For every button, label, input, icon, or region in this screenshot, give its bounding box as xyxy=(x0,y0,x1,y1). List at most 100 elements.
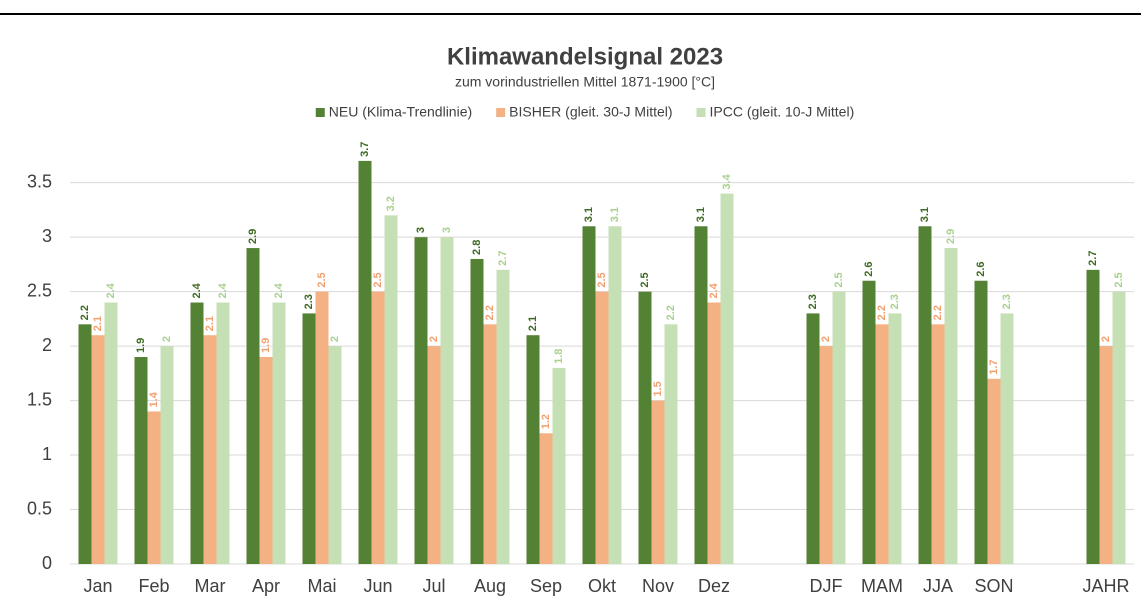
x-tick-label: Nov xyxy=(642,576,674,596)
data-label: 2.4 xyxy=(708,282,720,298)
x-tick-label: Sep xyxy=(530,576,562,596)
bar xyxy=(862,280,876,564)
bar xyxy=(384,215,398,565)
bar xyxy=(694,226,708,564)
data-label: 1.4 xyxy=(148,391,160,407)
data-label: 2.8 xyxy=(471,240,483,255)
data-label: 2.9 xyxy=(247,229,259,244)
bar xyxy=(974,280,988,564)
data-label: 3 xyxy=(415,227,427,233)
bar xyxy=(707,302,721,564)
bar xyxy=(1099,346,1113,564)
x-tick-label: JAHR xyxy=(1082,576,1129,596)
data-label: 2.6 xyxy=(863,261,875,276)
bar xyxy=(875,324,889,564)
data-label: 1.5 xyxy=(652,381,664,396)
bar xyxy=(358,160,372,565)
x-tick-label: SON xyxy=(974,576,1013,596)
legend-item: NEU (Klima-Trendlinie) xyxy=(315,104,472,120)
x-tick-label: JJA xyxy=(923,576,953,596)
x-tick-label: Jul xyxy=(422,576,445,596)
data-label: 2.2 xyxy=(79,305,91,320)
data-label: 2.1 xyxy=(204,316,216,331)
data-label: 2.4 xyxy=(105,282,117,298)
bar xyxy=(160,346,174,564)
bar xyxy=(496,269,510,564)
bar xyxy=(259,357,273,564)
bar xyxy=(302,313,316,564)
data-label: 2.3 xyxy=(889,294,901,309)
chart-title: Klimawandelsignal 2023 xyxy=(447,43,723,70)
bar xyxy=(944,248,958,565)
data-label: 2.9 xyxy=(945,229,957,244)
legend-label: NEU (Klima-Trendlinie) xyxy=(329,104,472,120)
data-label: 2.4 xyxy=(273,282,285,298)
bar xyxy=(582,226,596,564)
data-label: 2.4 xyxy=(217,282,229,298)
bar xyxy=(720,193,734,564)
data-label: 2.3 xyxy=(303,294,315,309)
bar xyxy=(651,400,665,564)
data-label: 1.2 xyxy=(540,414,552,429)
bar xyxy=(638,291,652,564)
bar xyxy=(806,313,820,564)
bar xyxy=(203,335,217,564)
bar xyxy=(134,357,148,564)
bar xyxy=(931,324,945,564)
x-tick-label: MAM xyxy=(861,576,903,596)
data-label: 2.5 xyxy=(372,272,384,287)
data-label: 2.1 xyxy=(92,316,104,331)
data-label: 2 xyxy=(161,336,173,342)
chart-subtitle: zum vorindustriellen Mittel 1871-1900 [°… xyxy=(455,74,715,90)
data-label: 3.1 xyxy=(695,207,707,222)
y-tick-label: 3.5 xyxy=(27,171,52,191)
bar xyxy=(440,237,454,564)
legend-swatch xyxy=(315,108,325,117)
data-label: 2 xyxy=(428,336,440,342)
data-label: 2.5 xyxy=(833,272,845,287)
bar xyxy=(272,302,286,564)
bar xyxy=(414,237,428,564)
data-label: 2.1 xyxy=(527,316,539,331)
x-tick-label: Jun xyxy=(363,576,392,596)
x-tick-label: Mai xyxy=(307,576,336,596)
data-label: 3.7 xyxy=(359,142,371,157)
data-label: 2.2 xyxy=(932,305,944,320)
bar xyxy=(104,302,118,564)
x-tick-label: Okt xyxy=(588,576,616,596)
data-label: 3 xyxy=(441,227,453,233)
data-label: 2.7 xyxy=(497,251,509,266)
y-tick-label: 1 xyxy=(42,444,52,464)
bar xyxy=(987,378,1001,564)
bar xyxy=(595,291,609,564)
bar xyxy=(427,346,441,564)
x-tick-label: Mar xyxy=(195,576,226,596)
bar xyxy=(888,313,902,564)
x-tick-label: Apr xyxy=(252,576,280,596)
bar xyxy=(371,291,385,564)
bar xyxy=(190,302,204,564)
data-label: 2.2 xyxy=(876,305,888,320)
data-label: 2.2 xyxy=(665,305,677,320)
legend-item: IPCC (gleit. 10-J Mittel) xyxy=(696,104,854,120)
data-label: 2.4 xyxy=(191,282,203,298)
data-label: 3.1 xyxy=(609,207,621,222)
bar xyxy=(539,433,553,564)
data-label: 2 xyxy=(329,336,341,342)
y-tick-label: 0 xyxy=(42,553,52,573)
data-label: 1.8 xyxy=(553,349,565,364)
bar xyxy=(664,324,678,564)
bar xyxy=(483,324,497,564)
data-label: 3.4 xyxy=(721,173,733,189)
bar xyxy=(552,367,566,564)
data-label: 2.5 xyxy=(1113,272,1125,287)
bar xyxy=(147,411,161,564)
data-label: 2.3 xyxy=(1001,294,1013,309)
legend: NEU (Klima-Trendlinie) BISHER (gleit. 30-… xyxy=(315,104,854,120)
bar xyxy=(526,335,540,564)
x-tick-label: DJF xyxy=(810,576,843,596)
x-tick-label: Jan xyxy=(83,576,112,596)
y-tick-label: 0.5 xyxy=(27,498,52,518)
data-label: 2.2 xyxy=(484,305,496,320)
